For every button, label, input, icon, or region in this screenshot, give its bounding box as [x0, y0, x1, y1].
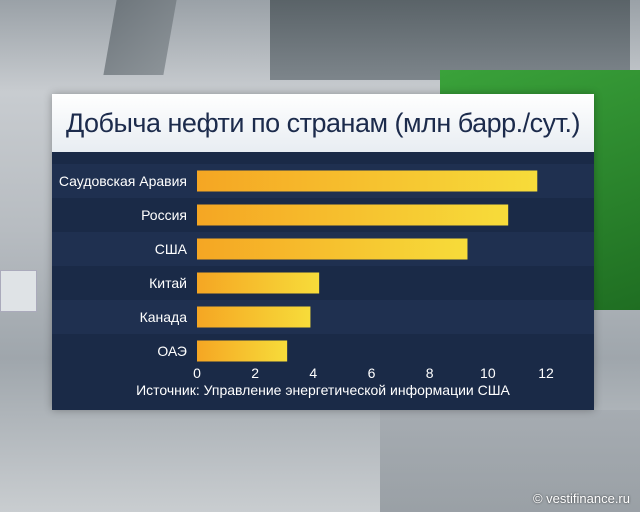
row-band [52, 300, 594, 334]
background-shape [380, 410, 640, 512]
bar [197, 340, 288, 362]
bar [197, 306, 311, 328]
x-tick-label: 12 [538, 365, 554, 381]
bar [197, 272, 320, 294]
watermark: © vestifinance.ru [532, 491, 630, 506]
x-tick-label: 8 [426, 365, 434, 381]
chart-panel: Добыча нефти по странам (млн барр./сут.)… [52, 94, 594, 410]
bar [197, 170, 538, 192]
chart-title: Добыча нефти по странам (млн барр./сут.) [65, 107, 581, 138]
x-tick-label: 6 [368, 365, 376, 381]
bar-chart: Саудовская Аравия Россия США Китай Канада ОАЭ… [52, 164, 594, 381]
category-label: Китай [149, 275, 187, 291]
title-bar: Добыча нефти по странам (млн барр./сут.) [52, 94, 594, 152]
x-tick-label: 4 [309, 365, 317, 381]
bar [197, 238, 468, 260]
category-label: Россия [141, 207, 187, 223]
x-tick-label: 0 [193, 365, 201, 381]
x-tick-label: 10 [480, 365, 496, 381]
category-label: США [155, 241, 188, 257]
background-shape [0, 270, 37, 312]
row-band [52, 266, 594, 300]
source-note: Источник: Управление энергетической инфо… [136, 382, 510, 398]
category-label: ОАЭ [157, 343, 187, 359]
category-label: Канада [140, 309, 188, 325]
bar [197, 204, 509, 226]
background-shape [103, 0, 177, 75]
background-shape [270, 0, 630, 80]
x-tick-label: 2 [251, 365, 259, 381]
category-label: Саудовская Аравия [59, 173, 187, 189]
row-band [52, 334, 594, 368]
